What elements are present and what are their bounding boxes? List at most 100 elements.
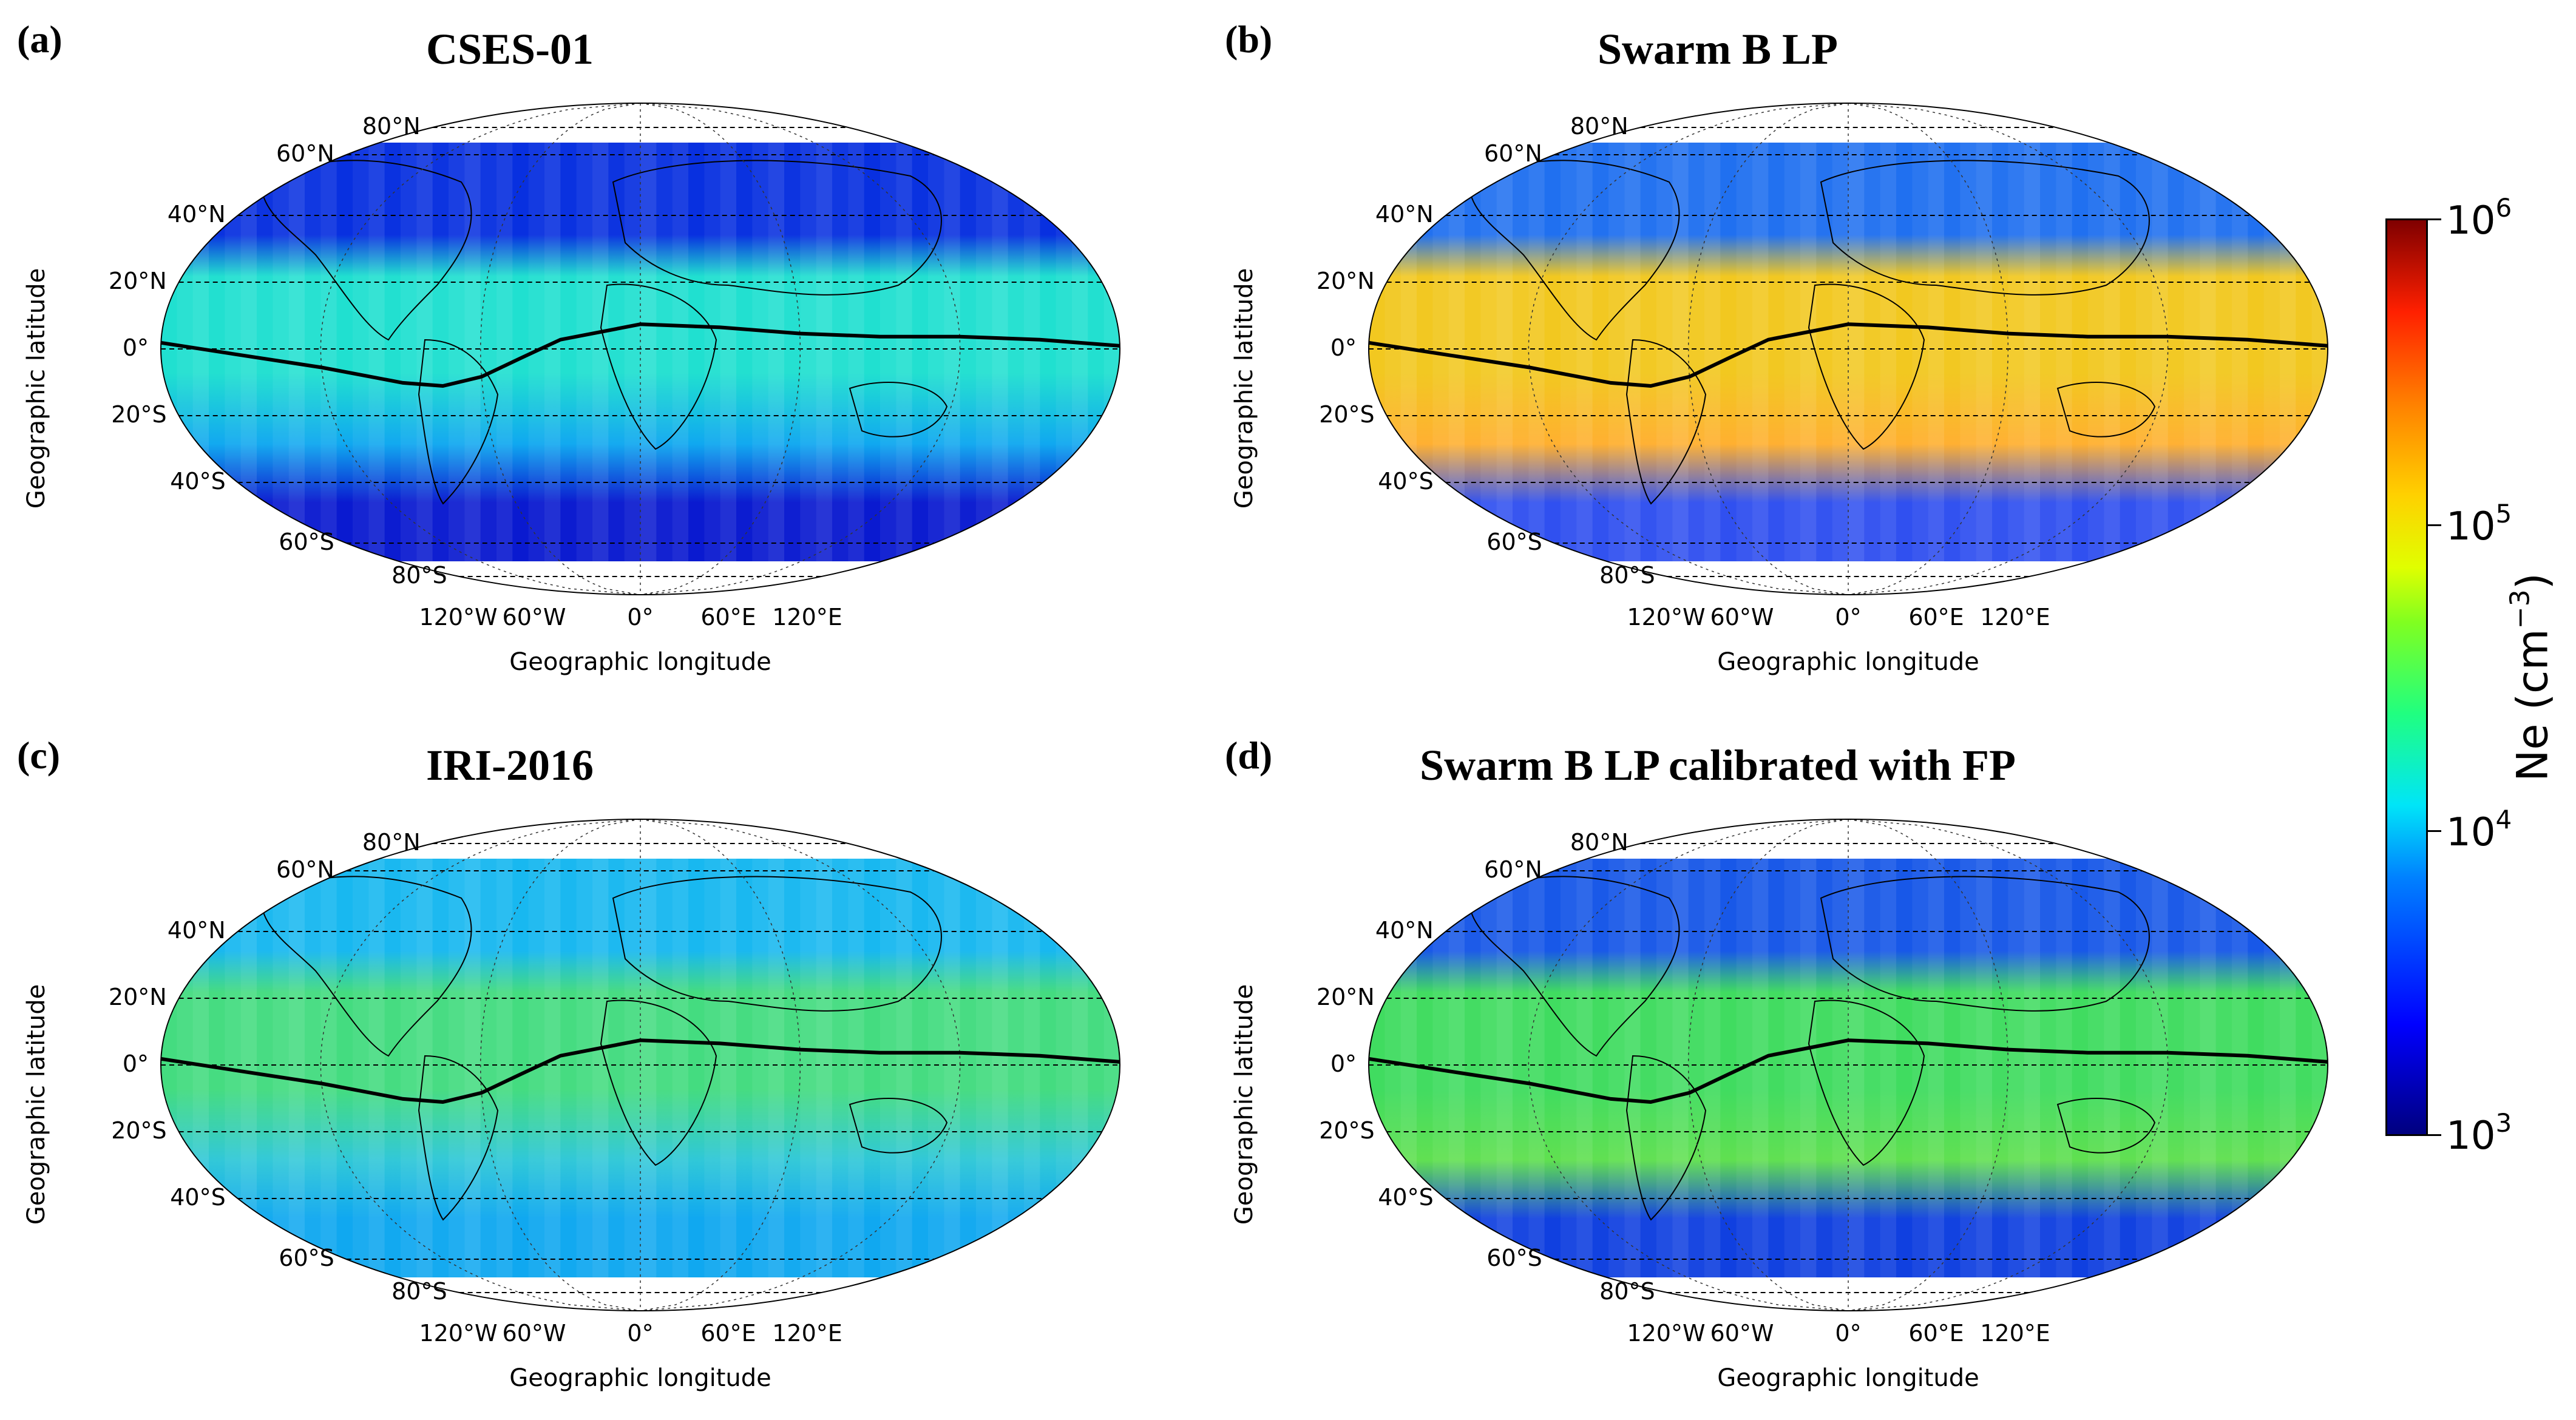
coastline: [1820, 876, 2150, 1012]
lon-gridline: [1687, 103, 1849, 595]
lon-tick-label: 60°W: [1710, 1320, 1774, 1347]
lat-tick-label: 0°: [1330, 334, 1357, 361]
texture-column: [896, 143, 912, 561]
lon-tick-label: 120°W: [419, 604, 498, 631]
texture-column: [1056, 143, 1072, 561]
texture-column: [800, 859, 816, 1277]
texture-column: [2184, 859, 2200, 1277]
texture-column: [848, 143, 864, 561]
lon-gridline: [1528, 103, 1849, 595]
coastline: [612, 160, 942, 296]
texture-column: [1608, 859, 1625, 1277]
texture-column: [1912, 143, 1928, 561]
texture-column: [1672, 143, 1689, 561]
texture-column: [1448, 859, 1465, 1277]
lat-tick-label: 0°: [122, 334, 149, 361]
texture-column: [1976, 859, 1992, 1277]
lat-tick-label: 20°S: [1319, 401, 1375, 428]
y-axis-label: Geographic latitude: [1230, 268, 1258, 509]
texture-column: [1848, 143, 1865, 561]
texture-column: [704, 859, 720, 1277]
coastline: [1625, 1055, 1707, 1221]
texture-column: [640, 143, 657, 561]
texture-column: [464, 143, 481, 561]
texture-column: [976, 859, 992, 1277]
texture-column: [1800, 143, 1817, 561]
texture-column: [1960, 143, 1976, 561]
texture-column: [1545, 859, 1561, 1277]
texture-column: [1784, 859, 1800, 1277]
lon-tick-label: 60°E: [700, 1320, 756, 1347]
texture-column: [608, 859, 624, 1277]
lon-tick-label: 120°E: [772, 1320, 842, 1347]
colorbar-tick: [2428, 830, 2441, 832]
texture-column: [288, 143, 305, 561]
lon-gridline: [1687, 819, 1849, 1311]
texture-column: [928, 859, 944, 1277]
texture-column: [720, 859, 736, 1277]
colorbar-tick: [2428, 1134, 2441, 1136]
texture-column: [337, 143, 353, 561]
texture-column: [608, 143, 624, 561]
texture-column: [2072, 859, 2088, 1277]
lat-tick-label: 20°N: [108, 268, 167, 294]
texture-column: [688, 143, 704, 561]
texture-column: [960, 859, 976, 1277]
lon-tick-label: 60°E: [700, 604, 756, 631]
texture-column: [2248, 859, 2263, 1277]
texture-column: [2311, 143, 2328, 561]
lon-gridline: [640, 103, 961, 595]
colorbar-tick: [2428, 218, 2441, 220]
texture-column: [2088, 859, 2104, 1277]
texture-column: [1103, 859, 1120, 1277]
texture-column: [2120, 859, 2136, 1277]
lat-tick-label: 20°S: [111, 401, 167, 428]
texture-column: [848, 859, 864, 1277]
colorbar-title: Ne (cm−3): [2504, 573, 2558, 782]
lon-tick-label: 120°W: [419, 1320, 498, 1347]
texture-column: [273, 859, 289, 1277]
texture-column: [1720, 143, 1736, 561]
texture-column: [240, 859, 257, 1277]
x-axis-label: Geographic longitude: [1717, 1364, 1979, 1392]
texture-column: [2136, 143, 2152, 561]
texture-column: [816, 143, 832, 561]
lat-tick-label: 80°N: [362, 113, 421, 140]
texture-column: [2120, 143, 2136, 561]
lon-gridline: [640, 103, 801, 595]
texture-column: [1656, 143, 1673, 561]
map-border: [160, 819, 1120, 1311]
colorbar-tick-label: 105: [2446, 499, 2512, 549]
texture-column: [1656, 859, 1673, 1277]
texture-column: [1896, 859, 1912, 1277]
texture-column: [576, 143, 592, 561]
magnetic-equator: [160, 1038, 1120, 1104]
texture-column: [592, 859, 609, 1277]
texture-column: [2152, 143, 2168, 561]
texture-column: [1832, 143, 1848, 561]
lat-tick-label: 20°S: [1319, 1117, 1375, 1144]
lat-tick-label: 40°N: [1375, 917, 1434, 944]
texture-column: [1448, 143, 1465, 561]
texture-column: [1704, 859, 1721, 1277]
texture-column: [1040, 859, 1056, 1277]
texture-column: [1040, 143, 1056, 561]
texture-column: [2296, 859, 2311, 1277]
texture-column: [1496, 859, 1513, 1277]
texture-column: [1624, 859, 1641, 1277]
map-border: [1368, 819, 2328, 1311]
texture-column: [497, 143, 513, 561]
lon-tick-label: 60°W: [502, 1320, 566, 1347]
lat-tick-label: 60°S: [1486, 1245, 1542, 1271]
texture-column: [449, 859, 465, 1277]
texture-column: [560, 859, 576, 1277]
texture-column: [2152, 859, 2168, 1277]
coastline: [2056, 382, 2156, 438]
lon-tick-label: 120°E: [772, 604, 842, 631]
texture-column: [832, 859, 848, 1277]
lon-gridline: [320, 103, 641, 595]
texture-column: [912, 859, 928, 1277]
texture-column: [368, 859, 385, 1277]
texture-column: [800, 143, 816, 561]
coastline: [1468, 876, 1680, 1057]
